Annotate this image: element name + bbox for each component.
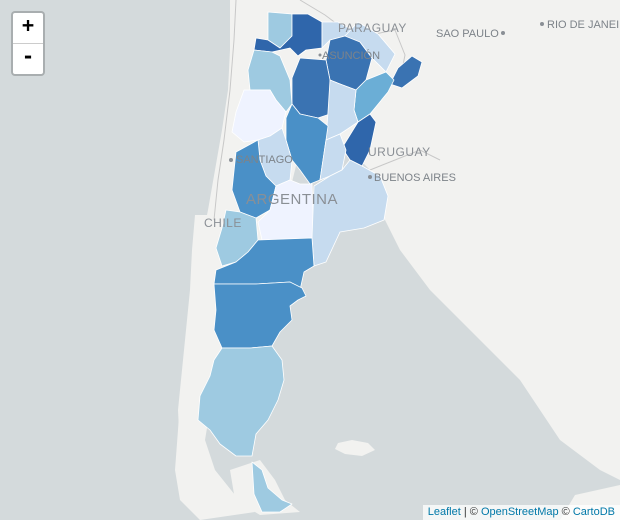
rio-dot (540, 22, 544, 26)
asuncion-dot (318, 53, 322, 57)
chile-strip (178, 215, 215, 470)
label-argentina: ARGENTINA (246, 191, 338, 208)
zoom-out-button[interactable]: - (21, 44, 35, 68)
label-rio: RIO DE JANEIRO (547, 19, 620, 31)
province-cordoba[interactable] (285, 103, 329, 185)
label-asuncion: ASUNCIÓN (322, 49, 380, 62)
province-formosa-north[interactable] (344, 21, 396, 73)
santiago-dot (229, 158, 233, 162)
leaflet-link[interactable]: Leaflet (427, 506, 461, 518)
border-brazil-uruguay (369, 149, 441, 171)
attribution-sep: | © (460, 506, 481, 518)
zoom-control: + - (11, 11, 45, 76)
label-santiago: SANTIAGO (236, 154, 293, 166)
attribution: Leaflet | © OpenStreetMap © CartoDB (422, 505, 620, 520)
provinces[interactable] (197, 11, 423, 513)
label-buenos-aires: BUENOS AIRES (374, 172, 456, 184)
province-chaco[interactable] (291, 57, 331, 119)
province-santa-cruz[interactable] (197, 345, 285, 457)
carto-link[interactable]: CartoDB (572, 506, 615, 518)
buenos-aires-dot (368, 175, 372, 179)
label-paraguay: PARAGUAY (338, 21, 407, 35)
province-buenos-aires[interactable] (311, 159, 389, 267)
label-uruguay: URUGUAY (368, 145, 431, 159)
land-falklands (335, 440, 375, 456)
province-tierra-del-fuego[interactable] (251, 461, 293, 513)
border-andes (213, 0, 237, 221)
sao-paulo-dot (501, 31, 505, 35)
label-sao-paulo: SAO PAULO (436, 28, 499, 40)
attribution-sep2: © (558, 506, 573, 518)
province-chubut[interactable] (213, 281, 307, 349)
label-chile: CHILE (204, 216, 242, 230)
map-labels: PARAGUAY ASUNCIÓN URUGUAY CHILE ARGENTIN… (204, 19, 620, 230)
osm-link[interactable]: OpenStreetMap (480, 506, 559, 518)
zoom-in-button[interactable]: + (13, 13, 43, 44)
